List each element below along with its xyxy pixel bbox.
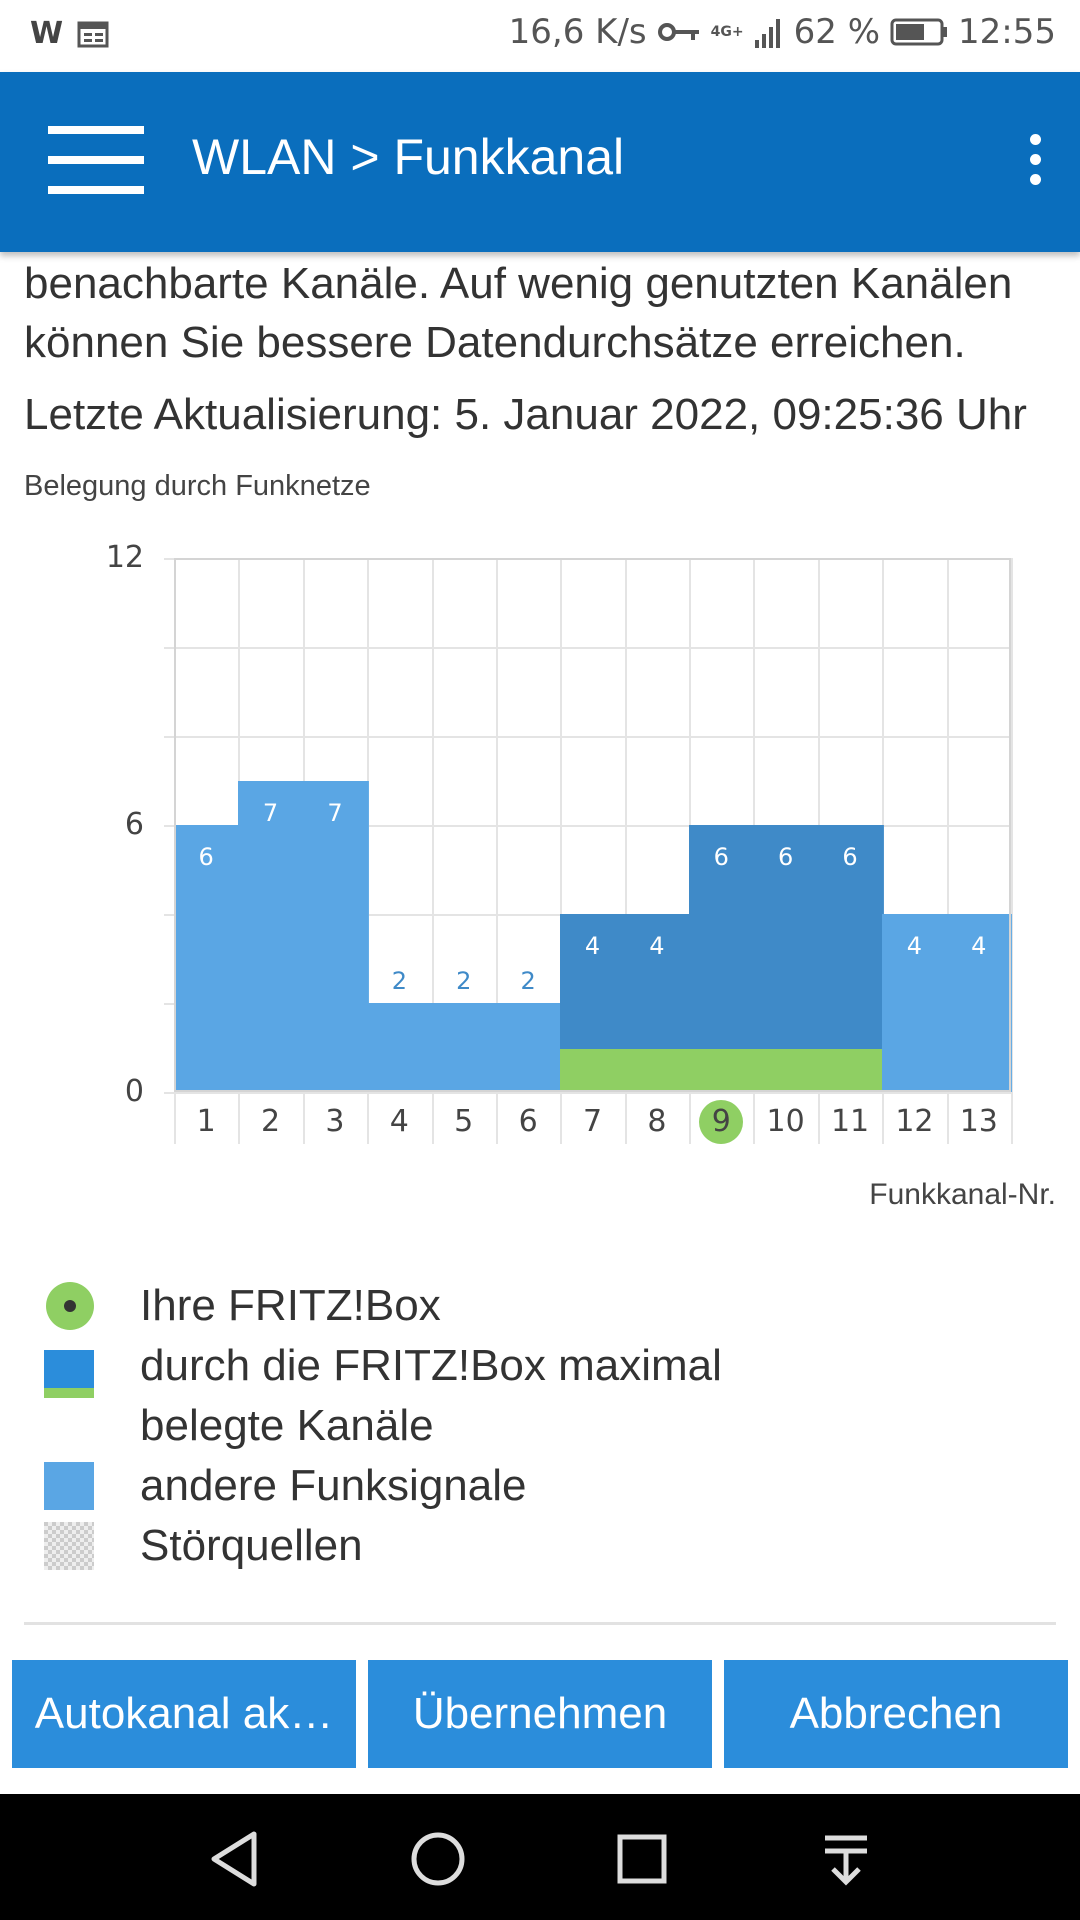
bar-channel-4 — [367, 1003, 434, 1092]
more-options-icon[interactable] — [1020, 134, 1050, 194]
x-tick-3: 3 — [325, 1104, 345, 1139]
other-signal-swatch-icon — [44, 1462, 94, 1510]
system-nav-bar — [0, 1794, 1080, 1920]
x-tick-9: 9 — [711, 1104, 731, 1139]
grid-line-v — [946, 558, 949, 1144]
interference-swatch-icon — [44, 1522, 94, 1570]
bar-label-2: 7 — [262, 798, 279, 827]
battery-icon — [890, 18, 948, 46]
legend-label: Störquellen — [140, 1521, 363, 1570]
bar-channel-10 — [753, 825, 820, 1092]
bar-label-12: 4 — [906, 932, 923, 960]
notification-pull-icon[interactable] — [811, 1824, 881, 1894]
fritzbox-channel-band — [560, 1049, 883, 1092]
x-axis-title: Funkkanal-Nr. — [869, 1178, 1056, 1211]
plot-frame — [174, 558, 1011, 1092]
signal-icon — [754, 19, 780, 48]
bar-channel-5 — [431, 1003, 498, 1092]
bar-label-4: 2 — [391, 967, 407, 995]
content: benachbarte Kanäle. Auf wenig genutzten … — [24, 252, 1060, 503]
x-tick-6: 6 — [518, 1104, 538, 1139]
apply-button[interactable]: Übernehmen — [368, 1660, 712, 1768]
x-tick-13: 13 — [959, 1104, 998, 1139]
bar-channel-11 — [817, 825, 884, 1092]
bar-channel-9 — [689, 825, 755, 1092]
bar-channel-2 — [238, 780, 305, 1092]
bar-label-7: 4 — [584, 932, 601, 960]
clock: 12:55 — [958, 12, 1056, 52]
grid-line-h — [164, 825, 1011, 827]
grid-line-h — [164, 647, 1011, 649]
bar-label-10: 6 — [778, 843, 794, 871]
legend-label: Ihre FRITZ!Box — [140, 1281, 441, 1330]
x-tick-12: 12 — [895, 1104, 934, 1139]
grid-line-v — [560, 558, 563, 1144]
calendar-icon — [77, 21, 109, 47]
y-tick-12: 12 — [105, 540, 144, 575]
fritzbox-dot-icon — [46, 1282, 94, 1330]
app-bar: WLAN > Funkkanal — [0, 72, 1080, 252]
bar-label-9: 6 — [713, 843, 729, 871]
bar-label-13: 4 — [971, 932, 987, 960]
x-tick-10: 10 — [766, 1104, 805, 1139]
grid-line-h — [164, 736, 1011, 738]
bar-channel-12 — [882, 914, 949, 1092]
y-tick-0: 0 — [124, 1074, 144, 1109]
menu-icon[interactable] — [48, 126, 144, 198]
divider — [24, 1622, 1056, 1625]
intro-line-1: benachbarte Kanäle. Auf wenig genutzten … — [24, 259, 1013, 308]
bar-label-6: 2 — [520, 967, 536, 995]
button-bar: Autokanal ak… Übernehmen Abbrechen — [0, 1660, 1080, 1770]
bar-channel-13 — [946, 914, 1013, 1092]
status-bar: W 16,6 K/s 4G+ 62 % 12:55 — [0, 0, 1080, 72]
x-tick-4: 4 — [389, 1104, 409, 1139]
home-icon[interactable] — [403, 1824, 473, 1894]
x-tick-5: 5 — [454, 1104, 474, 1139]
x-tick-7: 7 — [582, 1104, 603, 1139]
grid-line-v — [431, 558, 434, 1144]
x-tick-2: 2 — [261, 1104, 281, 1139]
intro-line-2: können Sie bessere Datendurchsätze errei… — [24, 318, 966, 367]
chart-label: Belegung durch Funknetze — [24, 470, 371, 502]
bar-label-1: 6 — [198, 843, 214, 871]
recents-icon[interactable] — [607, 1824, 677, 1894]
current-channel-marker — [699, 1100, 744, 1144]
legend-label: andere Funksignale — [140, 1461, 527, 1510]
bar-channel-3 — [302, 780, 369, 1092]
last-update: Letzte Aktualisierung: 5. Januar 2022, 0… — [24, 390, 1027, 439]
x-tick-8: 8 — [647, 1104, 667, 1139]
grid-line-h — [164, 1092, 1011, 1094]
grid-line-v — [495, 558, 498, 1144]
network-type: 4G+ — [710, 24, 744, 40]
legend-label: durch die FRITZ!Box maximal — [140, 1341, 722, 1390]
x-tick-11: 11 — [830, 1104, 870, 1139]
battery-percent: 62 % — [793, 12, 881, 52]
legend-label: belegte Kanäle — [140, 1401, 434, 1450]
w-icon: W — [30, 16, 64, 51]
grid-line-v — [624, 558, 627, 1144]
own-channel-swatch-icon — [44, 1350, 94, 1398]
intro-text: benachbarte Kanäle. Auf wenig genutzten … — [24, 254, 1060, 372]
bar-label-3: 7 — [327, 798, 343, 827]
vpn-key-icon — [657, 23, 699, 41]
y-tick-6: 6 — [124, 807, 144, 842]
bar-label-5: 2 — [456, 967, 472, 995]
bar-label-11: 6 — [842, 843, 858, 871]
autochannel-button[interactable]: Autokanal ak… — [12, 1660, 356, 1768]
bar-label-8: 4 — [649, 932, 665, 960]
x-tick-1: 1 — [196, 1104, 216, 1139]
network-speed: 16,6 K/s — [508, 12, 647, 52]
cancel-button[interactable]: Abbrechen — [724, 1660, 1068, 1768]
grid-line-v — [1011, 558, 1013, 1144]
back-icon[interactable] — [200, 1824, 270, 1894]
page-title: WLAN > Funkkanal — [192, 129, 625, 185]
